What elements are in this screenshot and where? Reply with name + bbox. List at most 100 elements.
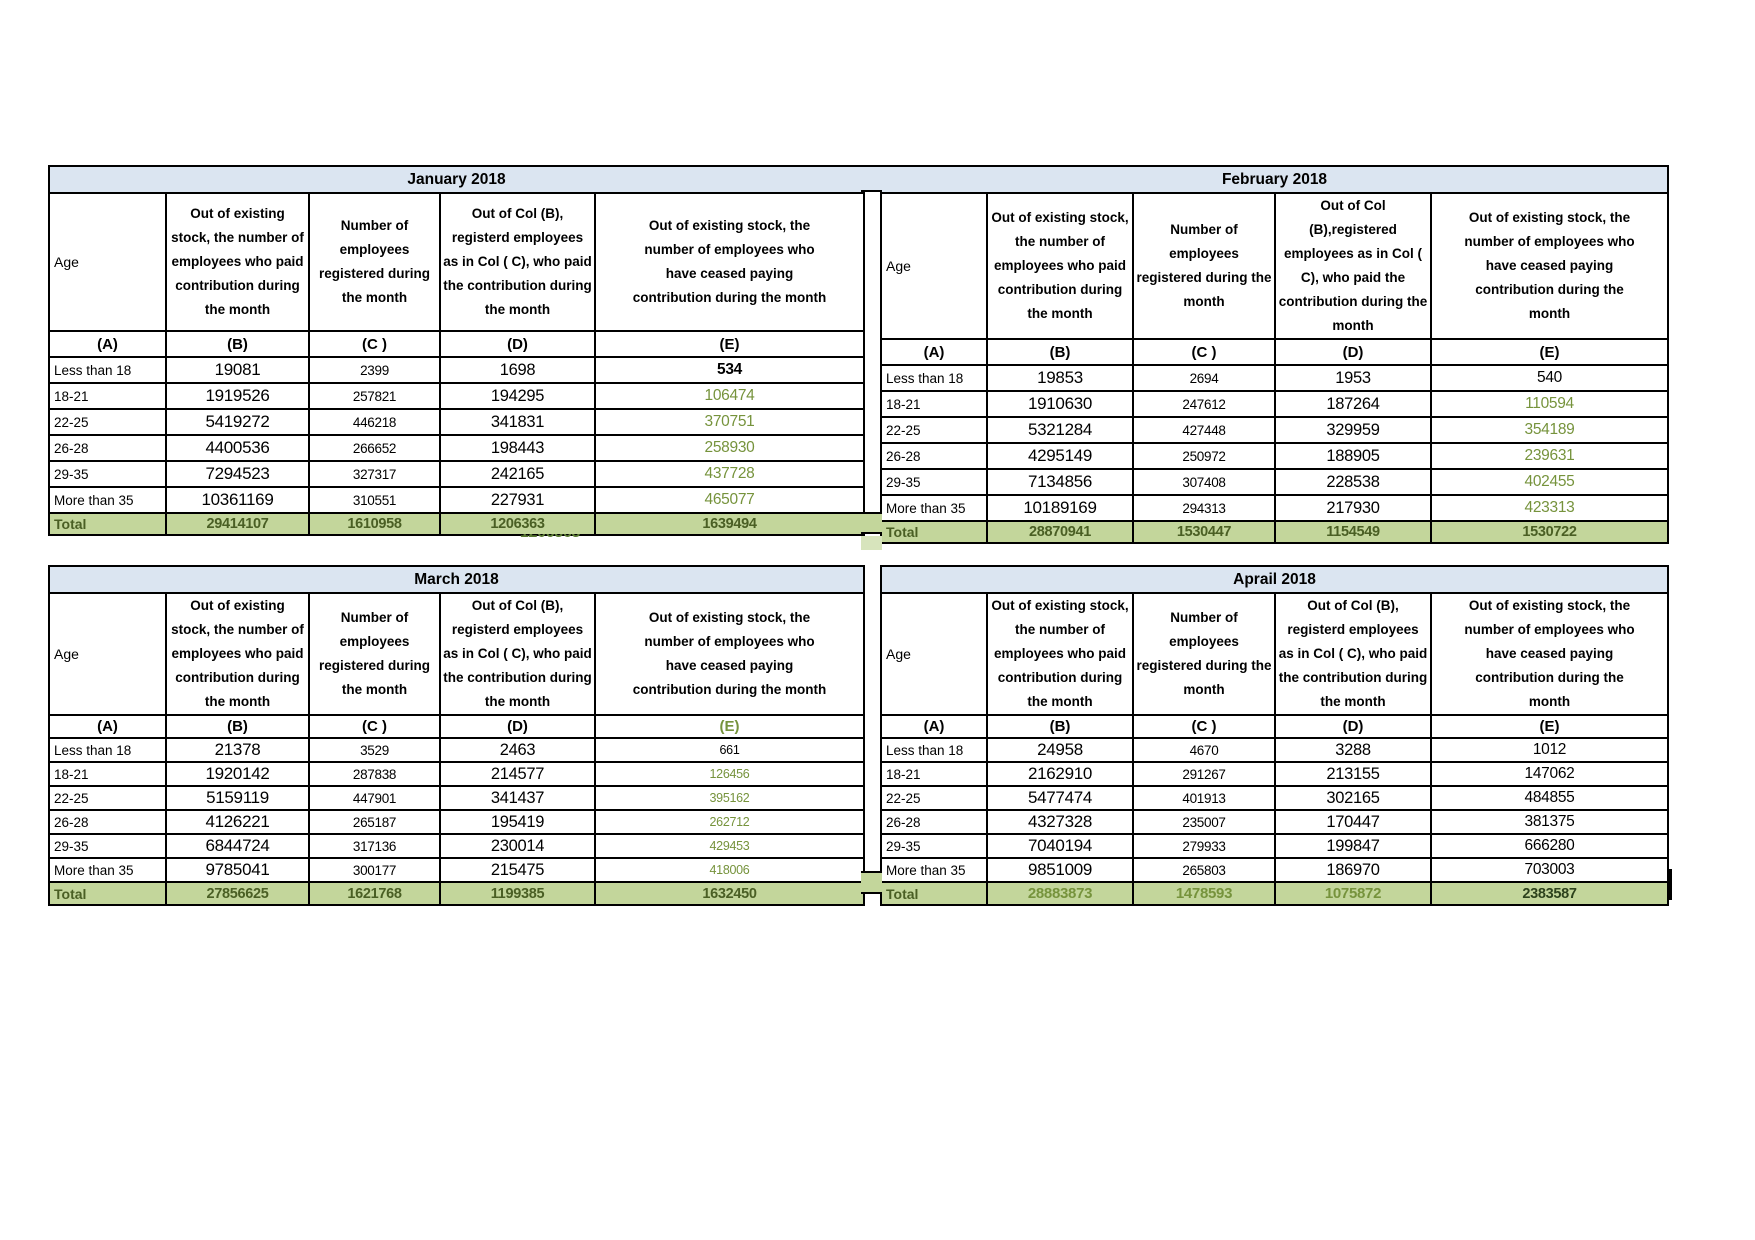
table-row: More than 35 10361169 310551 227931 465077 (48, 486, 865, 514)
total-value-cell-b: 29414107 (165, 512, 310, 536)
age-column-header: Age (880, 592, 988, 716)
table-row: 26-28 4295149 250972 188905 239631 (880, 442, 1669, 470)
value-cell-c: 300177 (308, 857, 441, 883)
value-cell-c: 317136 (308, 833, 441, 859)
value-cell-b: 21378 (165, 737, 310, 763)
value-cell-b: 1919526 (165, 382, 310, 410)
column-header-b: Out of existing stock, the number of emp… (986, 592, 1134, 716)
value-cell-e: 437728 (594, 460, 865, 488)
total-gap-fill-row2 (861, 871, 882, 894)
value-cell-d: 230014 (439, 833, 596, 859)
value-cell-d: 341831 (439, 408, 596, 436)
value-cell-c: 401913 (1132, 785, 1276, 811)
stray-clipped-number: 1206363 (500, 534, 600, 545)
column-header-d: Out of Col (B),registered employees as i… (1274, 192, 1432, 340)
value-cell-c: 279933 (1132, 833, 1276, 859)
column-letter-e: (E) (594, 714, 865, 739)
month-title-row: March 2018 (48, 565, 865, 594)
column-letter-d: (D) (439, 330, 596, 358)
table-row: 18-21 1920142 287838 214577 126456 (48, 761, 865, 787)
total-label-cell: Total (48, 512, 167, 536)
total-value-cell-c: 1610958 (308, 512, 441, 536)
table-row: 29-35 7294523 327317 242165 437728 (48, 460, 865, 488)
value-cell-e: 429453 (594, 833, 865, 859)
value-cell-c: 2694 (1132, 364, 1276, 392)
column-header-row: Age Out of existing stock, the number of … (880, 592, 1669, 716)
value-cell-e: 262712 (594, 809, 865, 835)
age-cell: 26-28 (880, 809, 988, 835)
column-header-text: Number of employees registered during th… (318, 610, 431, 697)
month-table-2: March 2018 Age Out of existing stock, the … (48, 565, 865, 906)
age-cell: 22-25 (880, 785, 988, 811)
column-letter-b: (B) (165, 330, 310, 358)
age-cell: 18-21 (880, 761, 988, 787)
column-header-row: Age Out of existing stock, the number of … (48, 592, 865, 716)
table-row: 29-35 7134856 307408 228538 402455 (880, 468, 1669, 496)
value-cell-e: 381375 (1430, 809, 1669, 835)
table-row: 22-25 5321284 427448 329959 354189 (880, 416, 1669, 444)
column-letter-b: (B) (986, 714, 1134, 739)
table-row: 29-35 7040194 279933 199847 666280 (880, 833, 1669, 859)
value-cell-e: 534 (594, 356, 865, 384)
value-cell-e: 395162 (594, 785, 865, 811)
column-letter-e: (E) (1430, 714, 1669, 739)
column-letter-a: (A) (48, 330, 167, 358)
column-header-c: Number of employees registered during th… (308, 592, 441, 716)
value-cell-c: 427448 (1132, 416, 1276, 444)
value-cell-b: 7294523 (165, 460, 310, 488)
value-cell-c: 3529 (308, 737, 441, 763)
column-letter-a: (A) (880, 338, 988, 366)
value-cell-c: 2399 (308, 356, 441, 384)
column-header-text: Out of existing stock, the number of emp… (171, 598, 304, 709)
column-letter-d: (D) (439, 714, 596, 739)
column-letter-d: (D) (1274, 714, 1432, 739)
age-cell: 29-35 (880, 468, 988, 496)
value-cell-c: 287838 (308, 761, 441, 787)
table-row: Less than 18 24958 4670 3288 1012 (880, 737, 1669, 763)
age-column-header: Age (880, 192, 988, 340)
column-header-text: Out of existing stock, the number of emp… (632, 610, 827, 697)
column-letter-b: (B) (165, 714, 310, 739)
value-cell-d: 213155 (1274, 761, 1432, 787)
month-table-0: January 2018 Age Out of existing stock, th… (48, 165, 865, 536)
column-header-text: Out of existing stock, the number of emp… (991, 210, 1129, 321)
value-cell-c: 257821 (308, 382, 441, 410)
column-header-c: Number of employees registered during th… (1132, 592, 1276, 716)
total-value-cell-b: 28870941 (986, 520, 1134, 544)
value-cell-e: 666280 (1430, 833, 1669, 859)
value-cell-b: 2162910 (986, 761, 1134, 787)
total-row: Total 28883873 1478593 1075872 2383587 (880, 881, 1669, 906)
column-letter-c: (C ) (308, 714, 441, 739)
column-header-text: Out of Col (B), registerd employees as i… (443, 206, 592, 317)
column-header-e: Out of existing stock, the number of emp… (594, 192, 865, 332)
month-title-row: Aprail 2018 (880, 565, 1669, 594)
table-row: More than 35 9785041 300177 215475 418006 (48, 857, 865, 883)
value-cell-d: 188905 (1274, 442, 1432, 470)
age-cell: 22-25 (880, 416, 988, 444)
age-cell: 29-35 (880, 833, 988, 859)
value-cell-b: 7134856 (986, 468, 1134, 496)
value-cell-b: 5321284 (986, 416, 1134, 444)
value-cell-c: 235007 (1132, 809, 1276, 835)
month-title: January 2018 (48, 165, 865, 194)
column-header-d: Out of Col (B), registerd employees as i… (439, 192, 596, 332)
total-value-cell-e: 1632450 (594, 881, 865, 906)
value-cell-d: 186970 (1274, 857, 1432, 883)
month-title: March 2018 (48, 565, 865, 594)
column-header-text: Out of existing stock, the number of emp… (991, 598, 1129, 709)
total-value-cell-e: 1639494 (594, 512, 865, 536)
artifact-green-square (861, 536, 882, 550)
column-letter-c: (C ) (1132, 714, 1276, 739)
total-label-cell: Total (48, 881, 167, 906)
age-cell: More than 35 (48, 486, 167, 514)
value-cell-c: 266652 (308, 434, 441, 462)
column-header-b: Out of existing stock, the number of emp… (986, 192, 1134, 340)
month-title: Aprail 2018 (880, 565, 1669, 594)
value-cell-e: 239631 (1430, 442, 1669, 470)
value-cell-b: 10361169 (165, 486, 310, 514)
column-header-e: Out of existing stock, the number of emp… (1430, 192, 1669, 340)
table-row: More than 35 10189169 294313 217930 423313 (880, 494, 1669, 522)
value-cell-e: 1012 (1430, 737, 1669, 763)
total-row: Total 27856625 1621768 1199385 1632450 (48, 881, 865, 906)
value-cell-d: 1953 (1274, 364, 1432, 392)
